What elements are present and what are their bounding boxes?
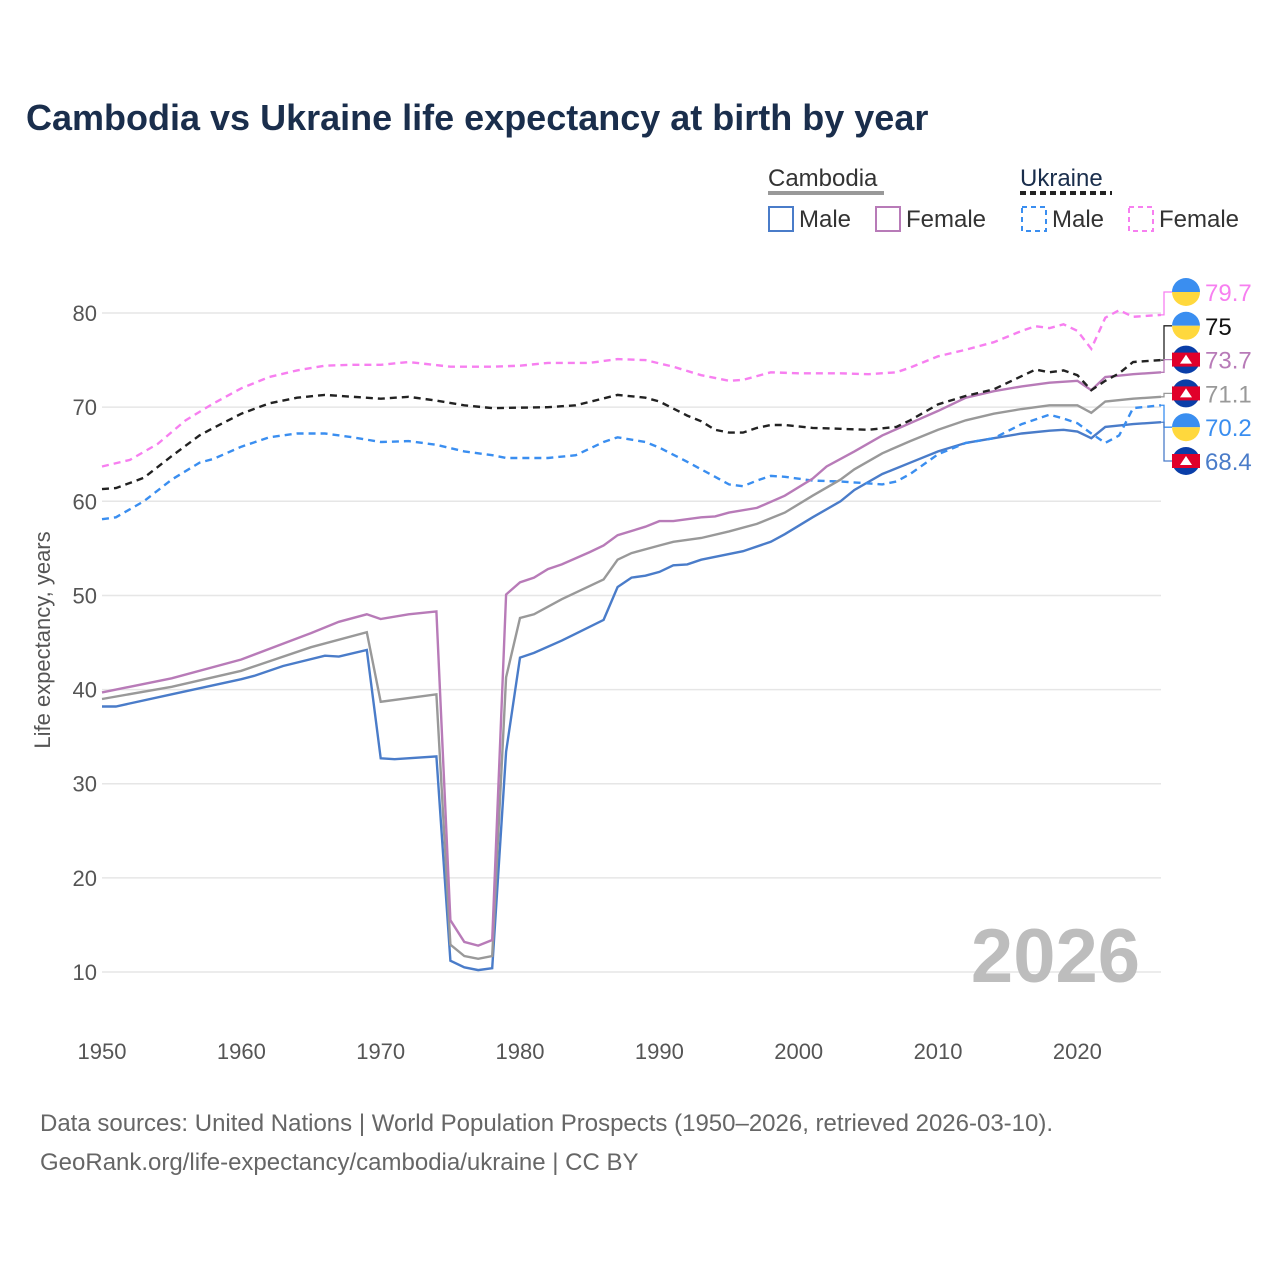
y-tick-label: 20 (73, 866, 97, 891)
x-tick-label: 1980 (496, 1039, 545, 1064)
end-value-label: 75 (1205, 314, 1232, 341)
series-line-cambodia-female (101, 371, 1162, 947)
end-value-label: 79.7 (1205, 280, 1252, 307)
label-connector (1161, 421, 1172, 462)
label-connector (1161, 325, 1172, 361)
series-line-cambodia-male (102, 421, 1162, 972)
cambodia-flag-icon (1172, 447, 1200, 475)
legend: Cambodia Ukraine Male Female Male Female (768, 165, 1239, 233)
series-line-cambodia (101, 395, 1162, 961)
y-tick-label: 70 (73, 395, 97, 420)
legend-ukraine-female: Female (1159, 206, 1239, 233)
end-value-label: 71.1 (1205, 381, 1252, 408)
end-value-label: 68.4 (1205, 449, 1252, 476)
ukraine-flag-icon (1172, 278, 1200, 306)
legend-cambodia-male: Male (799, 206, 851, 233)
x-tick-label: 2000 (774, 1039, 823, 1064)
label-connector (1161, 404, 1172, 428)
legend-group-ukraine: Ukraine (1020, 165, 1103, 192)
x-tick-label: 2020 (1053, 1039, 1102, 1064)
x-tick-label: 1950 (78, 1039, 127, 1064)
y-tick-label: 60 (73, 489, 97, 514)
ukraine-flag-icon (1172, 413, 1200, 442)
footer-link[interactable]: GeoRank.org/life-expectancy/cambodia/ukr… (40, 1149, 639, 1176)
legend-ukraine-male: Male (1052, 206, 1104, 233)
x-tick-label: 1970 (356, 1039, 405, 1064)
legend-ukraine-male-swatch (1021, 206, 1047, 232)
legend-group-cambodia: Cambodia (768, 165, 878, 192)
chart-title: Cambodia vs Ukraine life expectancy at b… (26, 97, 928, 138)
x-tick-label: 2010 (914, 1039, 963, 1064)
y-axis-label: Life expectancy, years (30, 531, 55, 748)
series-line-ukraine (101, 358, 1162, 491)
y-tick-label: 40 (73, 678, 97, 703)
label-connector (1161, 392, 1172, 398)
ukraine-flag-icon (1172, 311, 1200, 340)
legend-cambodia-female-swatch (875, 206, 901, 232)
y-tick-label: 30 (73, 772, 97, 797)
cambodia-flag-icon (1172, 345, 1200, 374)
end-value-label: 70.2 (1205, 415, 1252, 442)
legend-ukraine-female-swatch (1128, 206, 1154, 232)
series-line-ukraine-male (101, 404, 1162, 521)
series-line-ukraine-female (101, 308, 1162, 468)
year-watermark: 2026 (971, 914, 1140, 999)
label-connector (1161, 358, 1172, 373)
legend-cambodia-male-swatch (768, 206, 794, 232)
label-connector (1161, 291, 1172, 316)
legend-cambodia-female: Female (906, 206, 986, 233)
y-tick-label: 50 (73, 583, 97, 608)
footer-sources: Data sources: United Nations | World Pop… (40, 1110, 1053, 1137)
end-value-label: 73.7 (1205, 348, 1252, 375)
x-tick-label: 1960 (217, 1039, 266, 1064)
y-tick-label: 80 (73, 301, 97, 326)
y-tick-label: 10 (73, 960, 97, 985)
cambodia-flag-icon (1172, 379, 1200, 408)
x-tick-label: 1990 (635, 1039, 684, 1064)
